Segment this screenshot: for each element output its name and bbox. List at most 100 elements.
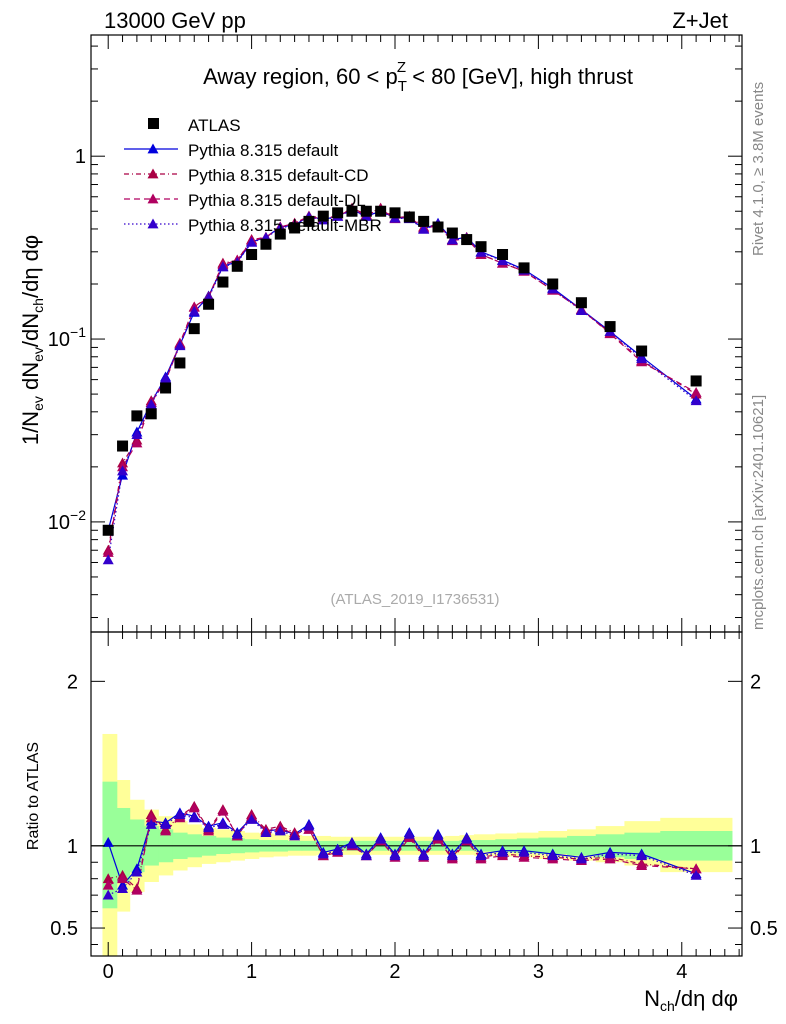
- ratio-series-point: [636, 860, 648, 870]
- atlas-data-point: [418, 215, 430, 227]
- ratio-series-line: [107, 812, 697, 887]
- atlas-data-point: [117, 440, 129, 452]
- legend-marker: [147, 143, 159, 154]
- atlas-data-point: [636, 345, 648, 357]
- atlas-data-point: [497, 248, 509, 260]
- main-series-point: [160, 372, 172, 383]
- atlas-data-point: [217, 276, 229, 288]
- ratio-series-point: [188, 802, 200, 813]
- ratio-series-point: [418, 850, 430, 861]
- legend: ATLAS Pythia 8.315 default Pythia 8.315 de…: [124, 116, 382, 235]
- ratio-series-point: [246, 813, 258, 824]
- y-tick-label: 10−1: [48, 324, 86, 351]
- ratio-series-point: [461, 833, 473, 844]
- ratio-series-point: [102, 889, 114, 900]
- main-series-point: [188, 305, 200, 316]
- ratio-y-tick-label: 0.5: [50, 918, 78, 940]
- atlas-data-point: [289, 222, 301, 234]
- main-series-point: [102, 547, 114, 557]
- atlas-data-point: [575, 297, 587, 309]
- atlas-data-point: [360, 205, 372, 217]
- ratio-series-point: [131, 884, 143, 895]
- atlas-data-point: [203, 298, 215, 310]
- main-series-point: [174, 340, 186, 351]
- main-series-point: [131, 437, 143, 448]
- y-tick-label: 10−2: [48, 507, 86, 534]
- main-series-point: [418, 223, 430, 234]
- ratio-frame: [90, 631, 743, 957]
- atlas-data-point: [188, 323, 200, 335]
- atlas-data-point: [518, 262, 530, 274]
- ratio-series-point: [317, 848, 329, 859]
- atlas-data-point: [174, 357, 186, 369]
- legend-marker: [147, 168, 159, 179]
- ratio-series-point: [690, 869, 702, 880]
- main-series-point: [246, 236, 258, 247]
- ratio-series-point: [575, 853, 587, 864]
- legend-label: Pythia 8.315 default-CD: [188, 166, 369, 185]
- main-series-line: [107, 208, 697, 553]
- legend-label: Pythia 8.315 default: [188, 141, 339, 160]
- main-series-point: [446, 234, 458, 245]
- ratio-series-point: [432, 830, 444, 841]
- atlas-data-point: [389, 207, 401, 219]
- atlas-data-point: [274, 228, 286, 240]
- x-tick-label: 4: [676, 961, 687, 983]
- legend-marker-atlas: [148, 118, 159, 129]
- ratio-series-point: [102, 879, 114, 890]
- atlas-data-point: [145, 408, 157, 420]
- rivet-label: Rivet 4.1.0, ≥ 3.8M events: [750, 82, 767, 256]
- atlas-data-point: [432, 221, 444, 233]
- main-series-point: [690, 387, 702, 397]
- ratio-band-green: [116, 807, 131, 882]
- y-tick-label: 1: [75, 146, 86, 168]
- ratio-series-point: [217, 818, 229, 829]
- ratio-series-point: [332, 845, 344, 856]
- main-series-point: [217, 261, 229, 272]
- x-tick-label: 1: [246, 961, 257, 983]
- atlas-data-point: [690, 375, 702, 387]
- atlas-data-point: [303, 215, 315, 227]
- ratio-series-point: [690, 863, 702, 874]
- ratio-series-point: [131, 866, 143, 877]
- ratio-series-point: [145, 818, 157, 829]
- main-series-point: [636, 353, 648, 364]
- ratio-y-tick-label: 2: [67, 671, 78, 693]
- ratio-series-point: [231, 828, 243, 839]
- ratio-series-point: [475, 850, 487, 861]
- analysis-label: (ATLAS_2019_I1736531): [330, 591, 499, 608]
- atlas-data-point: [475, 241, 487, 253]
- ratio-series-point: [274, 825, 286, 836]
- mcplots-label: mcplots.cern.ch [arXiv:2401.10621]: [750, 395, 767, 630]
- ratio-series-point: [360, 850, 372, 861]
- atlas-data-point: [461, 234, 473, 246]
- legend-label: Pythia 8.315 default-MBR: [188, 216, 382, 235]
- atlas-data-point: [446, 227, 458, 239]
- ratio-y-tick-label-right: 0.5: [750, 918, 778, 940]
- main-series-point: [131, 429, 143, 440]
- atlas-data-point: [317, 210, 329, 222]
- main-plot-panel: 10−2 10−1 1 Away region, 60 < pTZ < 80 [Ge…: [18, 34, 743, 633]
- main-y-axis-label: 1/Nev dNev/dNch/dη dφ: [18, 235, 46, 445]
- atlas-data-point: [375, 205, 387, 217]
- main-series-line: [107, 207, 697, 551]
- ratio-series-point: [160, 825, 172, 836]
- ratio-series-line: [108, 805, 697, 890]
- main-series-point: [145, 398, 157, 409]
- main-series-line: [107, 209, 697, 560]
- header-left-label: 13000 GeV pp: [104, 8, 246, 33]
- main-series-point: [117, 465, 129, 476]
- ratio-series-point: [102, 873, 114, 884]
- atlas-data-point: [131, 410, 143, 422]
- ratio-series-point: [303, 820, 315, 831]
- main-series-point: [102, 554, 114, 565]
- atlas-data-point: [332, 207, 344, 219]
- ratio-series-point: [203, 822, 215, 833]
- x-tick-label: 3: [533, 961, 544, 983]
- atlas-data-point: [260, 238, 272, 250]
- main-series-point: [497, 255, 509, 266]
- ratio-series-point: [389, 850, 401, 861]
- main-series-line: [107, 209, 697, 531]
- ratio-series-point: [346, 838, 358, 849]
- atlas-data-point: [231, 260, 243, 272]
